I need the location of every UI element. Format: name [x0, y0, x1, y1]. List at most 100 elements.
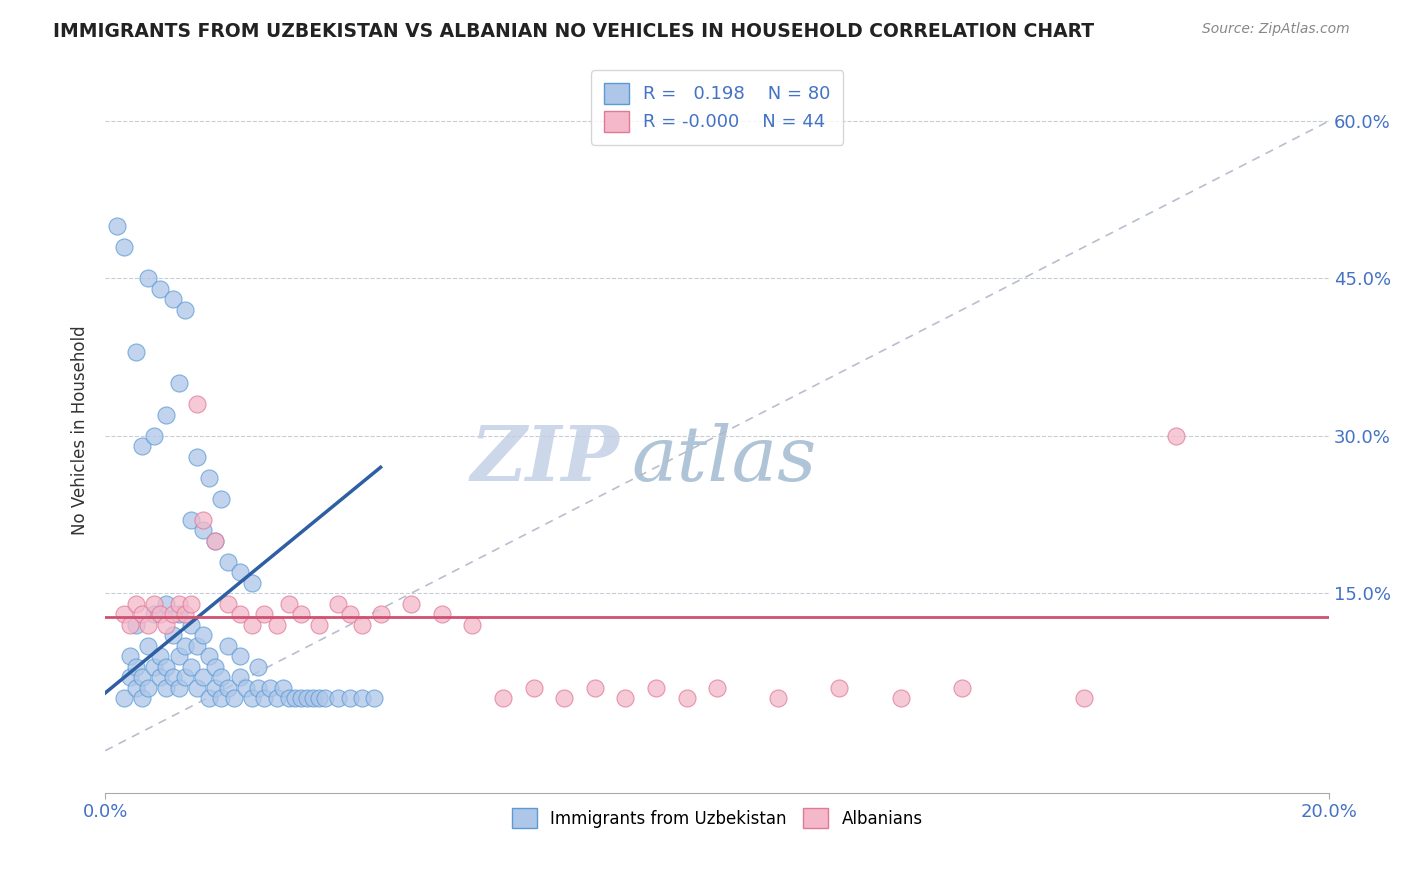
Point — [308, 617, 330, 632]
Point — [211, 670, 233, 684]
Point — [583, 681, 606, 695]
Point — [186, 397, 208, 411]
Point — [149, 282, 172, 296]
Point — [107, 219, 129, 233]
Point — [229, 566, 252, 580]
Point — [211, 491, 233, 506]
Point — [266, 691, 288, 706]
Point — [186, 681, 208, 695]
Point — [352, 691, 374, 706]
Point — [828, 681, 851, 695]
Text: ZIP: ZIP — [471, 423, 619, 497]
Point — [259, 681, 281, 695]
Point — [352, 617, 374, 632]
Point — [326, 597, 349, 611]
Point — [266, 617, 288, 632]
Point — [162, 628, 184, 642]
Point — [125, 344, 148, 359]
Y-axis label: No Vehicles in Household: No Vehicles in Household — [72, 326, 89, 535]
Point — [253, 607, 276, 622]
Point — [112, 240, 135, 254]
Point — [191, 628, 214, 642]
Point — [118, 670, 141, 684]
Point — [370, 607, 392, 622]
Point — [240, 575, 263, 590]
Point — [217, 555, 239, 569]
Point — [302, 691, 325, 706]
Point — [308, 691, 330, 706]
Point — [553, 691, 575, 706]
Point — [136, 639, 159, 653]
Point — [155, 617, 177, 632]
Point — [768, 691, 790, 706]
Point — [247, 659, 270, 673]
Point — [125, 597, 148, 611]
Point — [191, 523, 214, 537]
Point — [155, 597, 177, 611]
Point — [118, 617, 141, 632]
Point — [198, 691, 221, 706]
Point — [240, 617, 263, 632]
Point — [204, 681, 226, 695]
Point — [180, 597, 202, 611]
Point — [131, 670, 153, 684]
Point — [112, 607, 135, 622]
Point — [247, 681, 270, 695]
Point — [186, 639, 208, 653]
Point — [217, 681, 239, 695]
Point — [217, 639, 239, 653]
Point — [125, 681, 148, 695]
Point — [461, 617, 484, 632]
Point — [155, 408, 177, 422]
Point — [211, 691, 233, 706]
Point — [240, 691, 263, 706]
Point — [290, 691, 312, 706]
Point — [326, 691, 349, 706]
Point — [155, 659, 177, 673]
Point — [675, 691, 697, 706]
Point — [614, 691, 637, 706]
Point — [149, 607, 172, 622]
Point — [173, 607, 195, 622]
Point — [191, 513, 214, 527]
Point — [229, 649, 252, 664]
Point — [363, 691, 385, 706]
Point — [295, 691, 318, 706]
Point — [1073, 691, 1095, 706]
Point — [277, 691, 299, 706]
Point — [198, 471, 221, 485]
Point — [173, 639, 195, 653]
Point — [950, 681, 973, 695]
Point — [180, 617, 202, 632]
Point — [149, 670, 172, 684]
Text: atlas: atlas — [631, 423, 817, 497]
Point — [399, 597, 422, 611]
Point — [125, 617, 148, 632]
Point — [136, 681, 159, 695]
Point — [290, 607, 312, 622]
Point — [229, 607, 252, 622]
Point — [149, 649, 172, 664]
Point — [125, 659, 148, 673]
Point — [217, 597, 239, 611]
Point — [136, 271, 159, 285]
Point — [271, 681, 294, 695]
Point — [155, 681, 177, 695]
Point — [706, 681, 728, 695]
Point — [235, 681, 257, 695]
Point — [167, 376, 190, 391]
Text: IMMIGRANTS FROM UZBEKISTAN VS ALBANIAN NO VEHICLES IN HOUSEHOLD CORRELATION CHAR: IMMIGRANTS FROM UZBEKISTAN VS ALBANIAN N… — [53, 22, 1094, 41]
Point — [180, 513, 202, 527]
Point — [890, 691, 912, 706]
Point — [645, 681, 668, 695]
Text: Source: ZipAtlas.com: Source: ZipAtlas.com — [1202, 22, 1350, 37]
Point — [131, 439, 153, 453]
Point — [136, 617, 159, 632]
Point — [186, 450, 208, 464]
Point — [492, 691, 515, 706]
Point — [131, 691, 153, 706]
Point — [284, 691, 307, 706]
Point — [143, 429, 166, 443]
Point — [143, 607, 166, 622]
Point — [339, 607, 361, 622]
